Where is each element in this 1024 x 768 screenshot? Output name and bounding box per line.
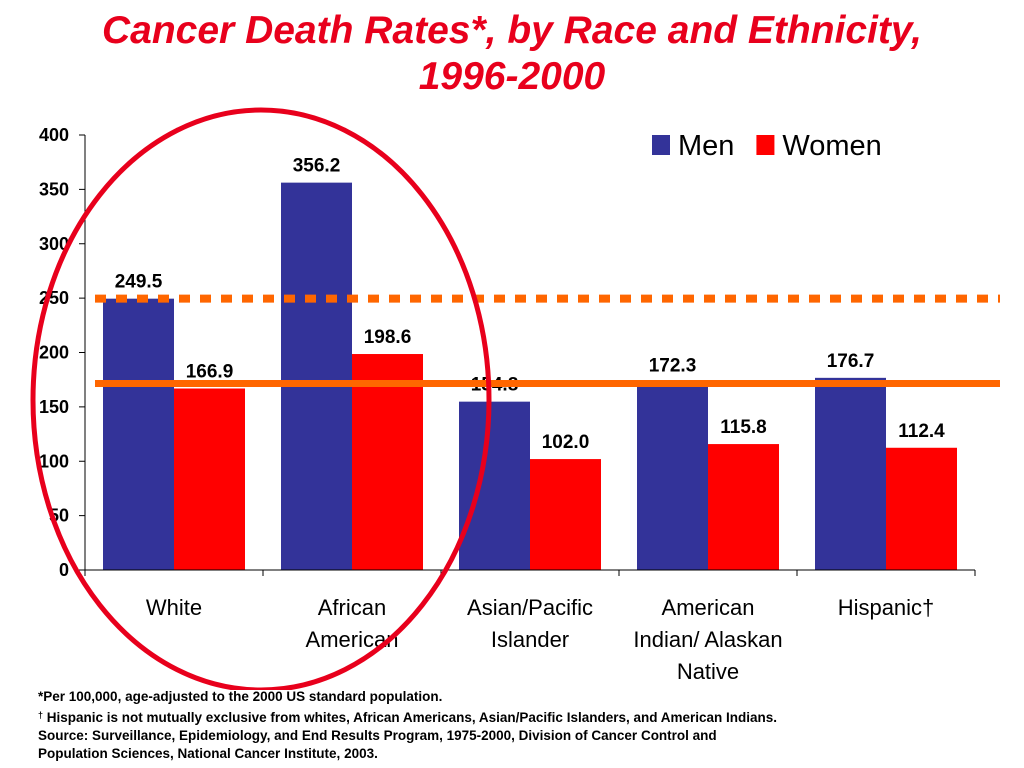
y-tick-label-300: 300 (39, 234, 69, 254)
bar-men-3 (637, 382, 708, 570)
dagger-mark: † (38, 710, 44, 720)
data-label-men-0: 249.5 (115, 272, 163, 293)
x-tick-label-3-2: Native (677, 659, 739, 684)
y-tick-label-100: 100 (39, 451, 69, 471)
bar-women-1 (352, 354, 423, 570)
bar-women-4 (886, 447, 957, 570)
x-tick-label-2-1: Islander (491, 627, 569, 652)
bar-men-1 (281, 182, 352, 570)
footnotes: *Per 100,000, age-adjusted to the 2000 U… (38, 688, 1008, 763)
bar-men-0 (103, 298, 174, 570)
chart-title-line-2: 1996-2000 (418, 55, 606, 98)
bar-women-3 (708, 444, 779, 570)
highlight-ellipse (30, 107, 492, 690)
x-tick-label-3-1: Indian/ Alaskan (633, 627, 782, 652)
legend-label-women: Women (782, 130, 881, 162)
data-label-women-3: 115.8 (720, 417, 767, 438)
x-tick-label-1-0: African (318, 595, 386, 620)
data-label-women-1: 198.6 (364, 327, 412, 348)
bar-women-0 (174, 388, 245, 570)
legend-label-men: Men (678, 130, 734, 162)
footnote-hispanic-text: Hispanic is not mutually exclusive from … (43, 710, 778, 725)
footnote-hispanic: † Hispanic is not mutually exclusive fro… (38, 706, 1008, 727)
x-tick-label-1-1: American (306, 627, 399, 652)
y-tick-label-150: 150 (39, 397, 69, 417)
x-tick-label-3-0: American (662, 595, 755, 620)
legend-swatch-women (756, 135, 775, 155)
y-tick-label-200: 200 (39, 343, 69, 363)
bar-men-4 (815, 377, 886, 570)
data-label-women-4: 112.4 (898, 421, 945, 442)
x-tick-label-4-0: Hispanic† (838, 595, 935, 620)
footnote-per-100000: *Per 100,000, age-adjusted to the 2000 U… (38, 689, 443, 704)
data-label-men-1: 356.2 (293, 156, 341, 177)
footnote-source-line-1: Source: Surveillance, Epidemiology, and … (38, 728, 717, 743)
data-label-men-4: 176.7 (827, 351, 875, 372)
data-label-women-2: 102.0 (542, 432, 590, 453)
legend-swatch-men (652, 135, 670, 155)
chart-title: Cancer Death Rates*, by Race and Ethnici… (0, 8, 1024, 100)
y-tick-label-400: 400 (39, 125, 69, 145)
y-tick-label-0: 0 (59, 560, 69, 580)
bar-chart: 249.5356.2154.8172.3176.7166.9198.6102.0… (30, 107, 1000, 690)
bar-women-2 (530, 459, 601, 570)
footnote-source-line-2: Population Sciences, National Cancer Ins… (38, 746, 378, 761)
data-label-men-3: 172.3 (649, 356, 697, 377)
chart-title-line-1: Cancer Death Rates*, by Race and Ethnici… (102, 9, 922, 52)
data-label-women-0: 166.9 (186, 361, 234, 382)
bar-men-2 (459, 401, 530, 570)
y-tick-label-350: 350 (39, 179, 69, 199)
x-tick-label-2-0: Asian/Pacific (467, 595, 593, 620)
x-tick-label-0-0: White (146, 595, 202, 620)
